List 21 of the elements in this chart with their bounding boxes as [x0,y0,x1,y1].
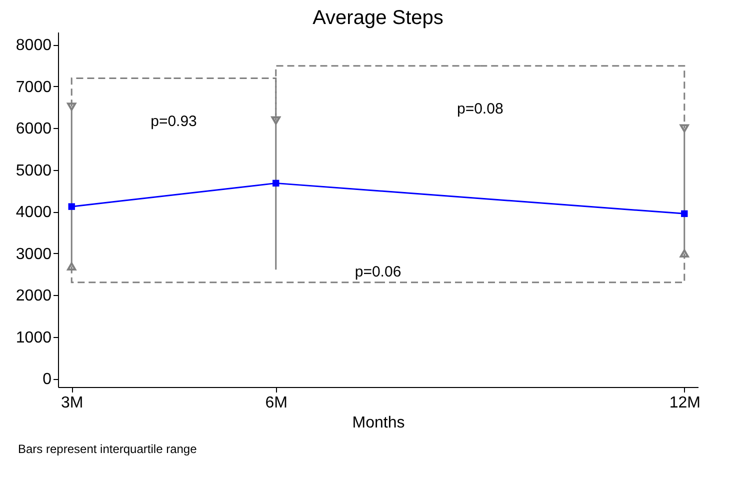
y-tick-label: 2000 [16,288,52,305]
x-tick-label: 3M [61,394,84,412]
point [681,210,688,218]
point [68,203,75,210]
annotation: p=0.08 [456,100,504,118]
y-tick-label: 7000 [16,78,52,96]
text: Bars represent interquartile range [18,442,198,456]
y-tick-label: 6000 [16,120,52,138]
annotation: p=0.06 [354,264,402,281]
y-tick-label: 8000 [16,37,52,54]
point [272,180,280,187]
y-tick-label: 4000 [16,204,52,222]
annotation: p=0.93 [150,112,197,130]
y-tick-label: 1000 [16,329,52,346]
x-axis-title: Months [352,414,405,432]
x-tick-label: 6M [265,394,288,412]
chart-title: Average Steps [312,7,444,29]
y-tick-label: 5000 [16,162,52,180]
x-tick-label: 12M [669,394,700,412]
y-tick-label: 3000 [16,246,52,263]
y-tick-label: 0 [42,371,52,388]
